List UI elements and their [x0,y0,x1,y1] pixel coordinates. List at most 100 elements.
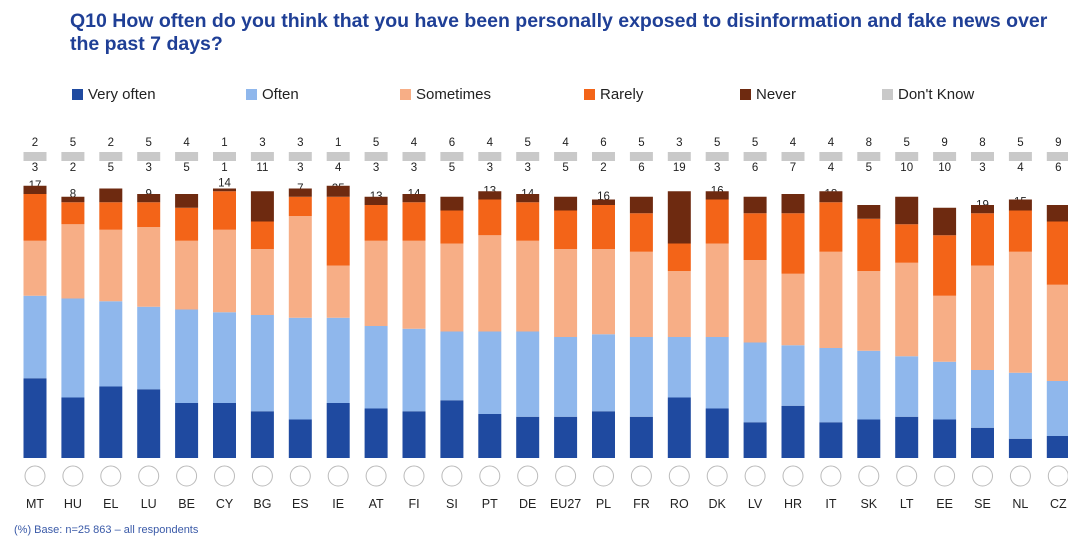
data-label: 3 [524,162,530,174]
bar-segment [592,411,615,458]
data-label: 2 [70,162,76,174]
bar-segment [857,205,881,219]
at-flag-icon [365,465,387,487]
bar-segment [933,152,957,161]
bar-segment [554,196,578,211]
legend-label: Rarely [600,86,644,103]
bar-segment [137,227,161,307]
cz-flag-icon [1047,465,1068,487]
lu-flag-icon [138,465,160,487]
bar-segment [288,317,312,420]
bar-segment [1046,436,1068,458]
data-label: 3 [411,162,417,174]
data-label: 1 [335,137,341,149]
category-label: EE [936,497,953,511]
bar-segment [971,205,994,214]
bar-group: 1826341635 [705,137,729,458]
legend-item: Often [246,86,299,103]
data-label: 3 [487,162,493,174]
bar-segment [933,361,957,420]
data-label: 2 [108,137,114,149]
legend: Very often Often Sometimes Rarely Never Don't… [0,86,1068,110]
bar-segment [554,416,578,458]
bar-segment [1046,381,1068,436]
bar-segment [819,422,843,458]
bar-segment [895,416,919,458]
bar-segment [554,152,578,161]
bar-segment [23,378,47,458]
bar-segment [705,199,729,244]
category-label: EL [103,497,118,511]
bar-segment [175,194,199,208]
data-label: 6 [638,162,644,174]
bar-segment [364,240,388,326]
legend-swatch [882,89,893,100]
bar-segment [1046,284,1068,381]
data-label: 6 [1055,162,1061,174]
bar-segment [667,271,691,337]
bar-segment [857,419,881,458]
cy-flag-icon [214,465,235,487]
nl-flag-icon [1009,465,1031,487]
bar-segment [137,202,161,227]
bar-segment [592,249,615,335]
bar-segment [440,400,464,458]
category-label: CY [216,497,234,511]
data-label: 8 [979,137,985,149]
category-label: PL [596,497,611,511]
sk-flag-icon [858,465,880,487]
bar-segment [819,348,843,423]
bar-segment [857,218,881,271]
fi-flag-icon [403,465,425,487]
data-label: 5 [562,162,568,174]
data-label: 3 [373,162,379,174]
legend-label: Often [262,86,299,103]
bar-segment [516,194,540,203]
bar-segment [137,152,161,161]
bar-segment [440,196,464,211]
bar-segment [971,213,994,266]
bar-segment [99,202,123,230]
bar-group: 2033301411 [213,137,236,458]
bar-segment [743,152,767,161]
bar-segment [61,298,85,398]
bar-segment [99,301,123,387]
bar-segment [1008,251,1032,373]
bar-segment [592,199,615,205]
bar-segment [288,196,312,216]
bar-segment [516,202,540,241]
data-label: 5 [752,137,758,149]
data-label: 7 [790,162,796,174]
bar-segment [743,213,767,260]
bar-segment [781,273,805,346]
bar-segment [326,403,350,458]
bar-segment [440,210,464,244]
data-label: 2 [600,162,606,174]
bar-segment [895,262,919,357]
bar-group: 1630351334 [478,137,502,458]
bar-segment [971,265,994,370]
category-label: ES [292,497,309,511]
bar-segment [364,152,388,161]
it-flag-icon [820,465,842,487]
legend-swatch [400,89,411,100]
bar-segment [1008,152,1032,161]
bar-segment [175,240,199,310]
data-label: 6 [600,137,606,149]
data-label: 5 [70,137,76,149]
bar-segment [781,345,805,406]
legend-item: Never [740,86,796,103]
bar-segment [895,196,919,225]
data-label: 10 [900,162,913,174]
bar-group: 15223414105 [895,137,919,458]
bar-segment [592,152,615,161]
category-label: SI [446,497,458,511]
bar-segment [326,152,350,161]
data-label: 3 [297,162,303,174]
es-flag-icon [289,465,311,487]
data-label: 4 [790,137,797,149]
legend-item: Don't Know [882,86,974,103]
bar-segment [592,205,615,249]
de-flag-icon [517,465,539,487]
bar-segment [705,191,729,200]
